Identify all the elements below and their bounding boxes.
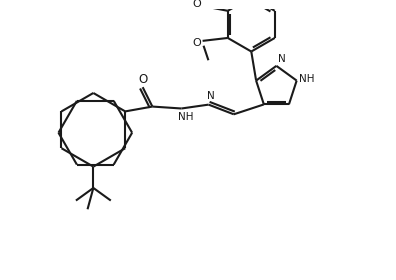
Text: O: O bbox=[192, 38, 201, 48]
Text: N: N bbox=[278, 54, 286, 64]
Text: O: O bbox=[192, 0, 201, 9]
Text: N: N bbox=[207, 91, 214, 101]
Text: NH: NH bbox=[177, 112, 193, 122]
Text: O: O bbox=[138, 73, 147, 86]
Text: NH: NH bbox=[299, 74, 314, 84]
